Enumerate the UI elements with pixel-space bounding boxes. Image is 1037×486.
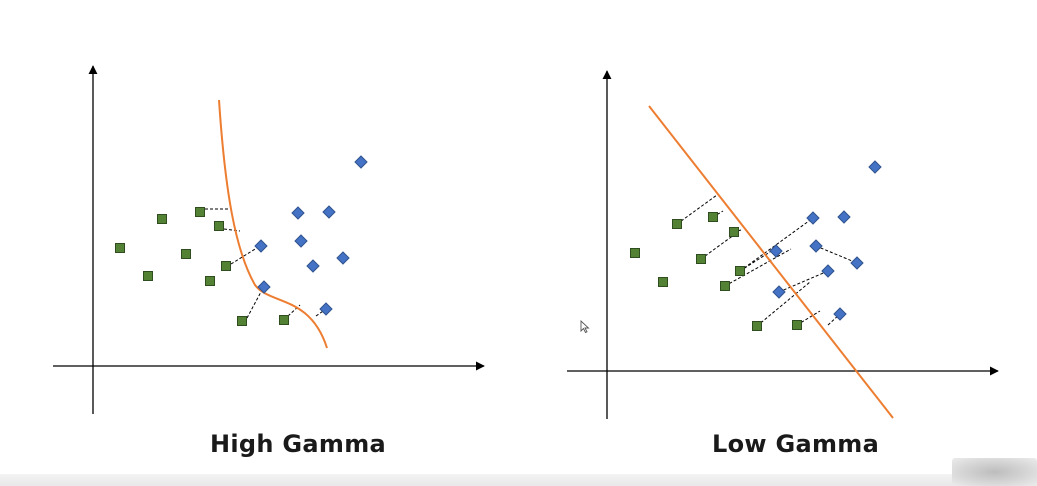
high-gamma-caption: High Gamma [210,430,387,458]
dashed-connector [827,313,841,326]
low-gamma-decision-boundary [648,105,894,419]
blue-diamond-point [254,239,268,253]
blue-diamond-point [294,234,308,248]
green-square-point [672,219,682,229]
blue-diamond-point [772,285,786,299]
mouse-pointer-icon [580,320,590,334]
dashed-connector [739,217,814,272]
green-square-point [195,207,205,217]
dashed-connector [246,289,263,319]
green-square-point [729,227,739,237]
blue-diamond-point [291,206,305,220]
green-square-point [205,276,215,286]
blue-diamond-point [769,244,783,258]
green-square-point [279,315,289,325]
green-square-point [708,212,718,222]
dashed-connector [223,228,241,232]
blue-diamond-point [806,211,820,225]
right-panel [567,70,999,419]
right-green-points [630,212,802,331]
dashed-connector [778,270,829,293]
green-square-point [237,316,247,326]
dashed-connector [700,231,739,260]
blue-diamond-point [319,302,333,316]
green-square-point [658,277,668,287]
blue-diamond-point [850,256,864,270]
green-square-point [752,321,762,331]
left-blue-points [254,155,368,316]
green-square-point [735,266,745,276]
right-dashed-lines [676,194,858,327]
dashed-connector [756,281,811,327]
blue-diamond-point [833,307,847,321]
green-square-point [221,261,231,271]
corner-thumbnail [952,458,1037,486]
blue-diamond-point [257,280,271,294]
right-blue-points [769,160,882,321]
dashed-connector [815,245,858,264]
dashed-connector [796,310,821,326]
blue-diamond-point [809,239,823,253]
green-square-point [115,243,125,253]
blue-diamond-point [868,160,882,174]
blue-diamond-point [306,259,320,273]
green-square-point [181,249,191,259]
green-square-point [214,221,224,231]
low-gamma-caption: Low Gamma [712,430,880,458]
green-square-point [143,271,153,281]
blue-diamond-point [336,251,350,265]
dashed-connector [230,245,261,265]
left-dashed-lines [205,208,327,319]
green-square-point [720,281,730,291]
dashed-connector [724,248,792,287]
dashed-connector [676,194,718,225]
blue-diamond-point [821,264,835,278]
blue-diamond-point [837,210,851,224]
green-square-point [630,248,640,258]
green-square-point [157,214,167,224]
high-gamma-decision-boundary [218,99,328,349]
bottom-bar [0,474,1037,486]
green-square-point [696,254,706,264]
left-green-points [115,207,289,326]
left-panel [53,65,485,414]
blue-diamond-point [354,155,368,169]
blue-diamond-point [322,205,336,219]
green-square-point [792,320,802,330]
dashed-connector [287,304,301,317]
